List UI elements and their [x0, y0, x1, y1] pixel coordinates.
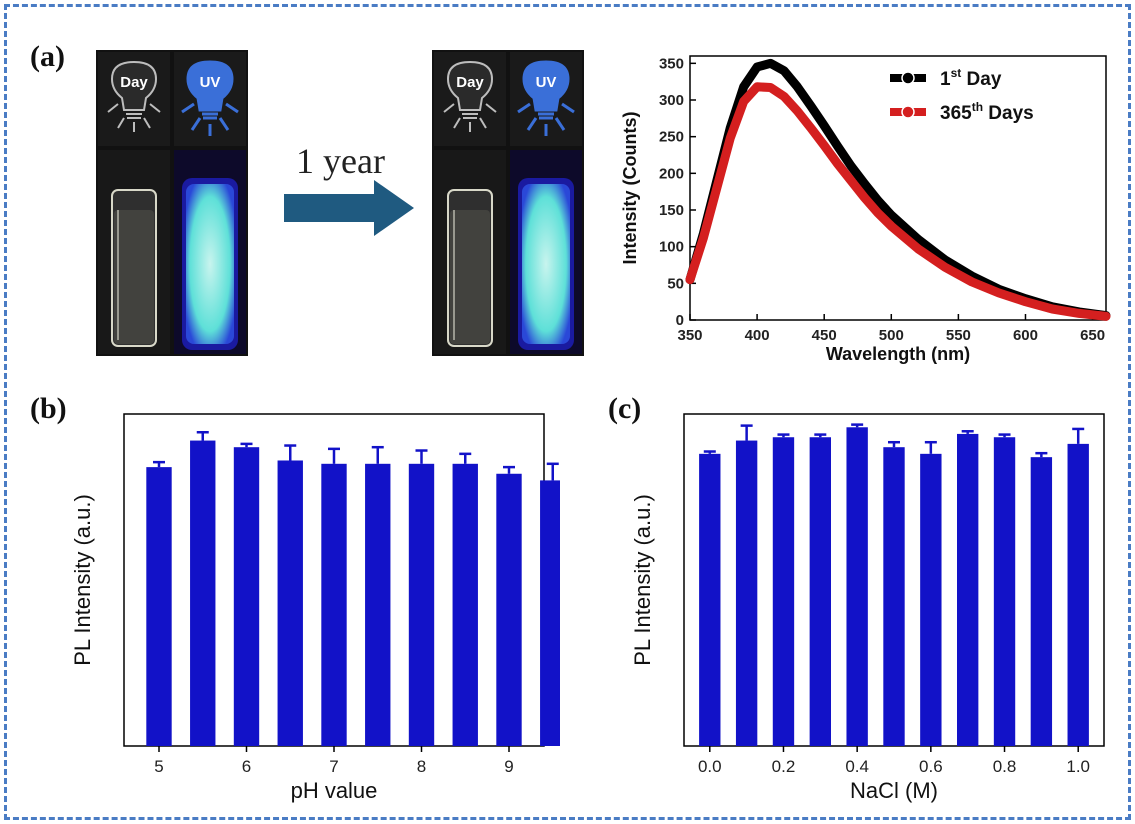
x-tick-label: 450	[812, 327, 837, 344]
y-tick-label: 350	[659, 55, 684, 72]
y-tick-label: 250	[659, 129, 684, 146]
lightbulb-day-icon: Day	[443, 60, 497, 132]
lightbulb-day-icon: Day	[107, 60, 161, 132]
panel-label-b: (b)	[30, 392, 67, 425]
day-bulb-cell: Day	[98, 52, 170, 146]
day-label-2: Day	[456, 74, 484, 91]
bar	[772, 437, 795, 746]
bar	[699, 453, 721, 746]
panel-label-a: (a)	[30, 40, 65, 73]
uv-label-2: UV	[536, 74, 557, 91]
x-tick-label: 9	[504, 757, 513, 776]
x-tick-label: 650	[1080, 327, 1105, 344]
vial-fluorescent-icon	[518, 178, 574, 350]
y-axis-label: Intensity (Counts)	[620, 112, 640, 265]
legend-label-2: 365th Days	[940, 100, 1034, 124]
y-axis-label: PL Intensity (a.u.)	[630, 494, 655, 666]
x-tick-label: 1.0	[1066, 757, 1090, 776]
x-tick-label: 400	[745, 327, 770, 344]
plot-area	[689, 55, 1107, 321]
bar	[957, 433, 979, 746]
bar	[365, 463, 391, 746]
x-tick-label: 550	[946, 327, 971, 344]
x-tick-label: 0.8	[993, 757, 1017, 776]
x-tick-label: 8	[417, 757, 426, 776]
vial-day-cell	[98, 150, 170, 354]
arrow-label: 1 year	[296, 141, 385, 181]
x-tick-label: 7	[329, 757, 338, 776]
bar	[1030, 457, 1053, 746]
y-tick-label: 100	[659, 239, 684, 256]
x-tick-label: 500	[879, 327, 904, 344]
vial-clear-icon	[447, 189, 493, 347]
bar	[1067, 443, 1089, 746]
bar	[321, 463, 347, 746]
figure-frame	[4, 4, 1131, 820]
vial-uv-cell-2	[510, 150, 582, 354]
y-tick-label: 150	[659, 202, 684, 219]
x-tick-label: 350	[677, 327, 702, 344]
bar	[846, 427, 868, 746]
vial-photo-before: Day UV	[96, 50, 248, 356]
bar	[452, 463, 478, 746]
uv-bulb-cell-2: UV	[510, 52, 582, 146]
series-line-1	[685, 58, 1111, 321]
x-tick-label: 0.6	[919, 757, 943, 776]
x-axis-label: Wavelength (nm)	[826, 344, 970, 364]
x-tick-label: 0.4	[845, 757, 869, 776]
lightbulb-uv-icon: UV	[517, 60, 575, 136]
bar	[883, 447, 905, 746]
vial-day-cell-2	[434, 150, 506, 354]
bar	[146, 467, 172, 746]
y-tick-label: 300	[659, 92, 684, 109]
legend-marker-2	[901, 105, 915, 119]
day-bulb-cell-2: Day	[434, 52, 506, 146]
vial-clear-icon	[111, 189, 157, 347]
vial-photo-after: Day UV	[432, 50, 584, 356]
uv-bulb-cell: UV	[174, 52, 246, 146]
bar	[408, 463, 435, 746]
lightbulb-uv-icon: UV	[181, 60, 239, 136]
x-tick-label: 600	[1013, 327, 1038, 344]
day-label: Day	[120, 74, 148, 91]
bar	[277, 460, 303, 746]
y-tick-label: 50	[667, 275, 684, 292]
bar	[920, 453, 942, 746]
bar	[735, 440, 758, 746]
y-axis-label: PL Intensity (a.u.)	[70, 494, 95, 666]
legend-label-1: 1st Day	[940, 66, 1002, 90]
right-arrow-icon	[284, 180, 414, 236]
x-tick-label: 6	[242, 757, 251, 776]
x-axis-label: NaCl (M)	[850, 778, 938, 803]
x-tick-label: 0.2	[772, 757, 796, 776]
spectrum-chart: 350 400 450 500 550 600 650 0 50 100 150 200 250 300 3…	[620, 55, 1111, 364]
y-tick-label: 0	[676, 312, 684, 329]
uv-label: UV	[200, 74, 221, 91]
y-tick-label: 200	[659, 165, 684, 182]
vial-fluorescent-icon	[182, 178, 238, 350]
vial-uv-cell	[174, 150, 246, 354]
bar	[190, 440, 216, 746]
bar	[540, 480, 560, 746]
series-line-2	[685, 82, 1111, 321]
nacl-bar-chart: 0.0 0.2 0.4 0.6 0.8 1.0 NaCl (M) PL Intensity (…	[630, 413, 1105, 803]
bar	[993, 437, 1016, 746]
x-tick-label: 5	[154, 757, 163, 776]
bar	[496, 473, 522, 746]
panel-label-c: (c)	[608, 392, 642, 425]
ph-bar-chart: 5 6 7 8 9 pH value PL Intensity (a.u.)	[70, 413, 560, 803]
legend-marker-1	[901, 71, 915, 85]
x-axis-label: pH value	[291, 778, 378, 803]
bar	[809, 437, 831, 746]
bar	[233, 447, 260, 746]
x-tick-label: 0.0	[698, 757, 722, 776]
